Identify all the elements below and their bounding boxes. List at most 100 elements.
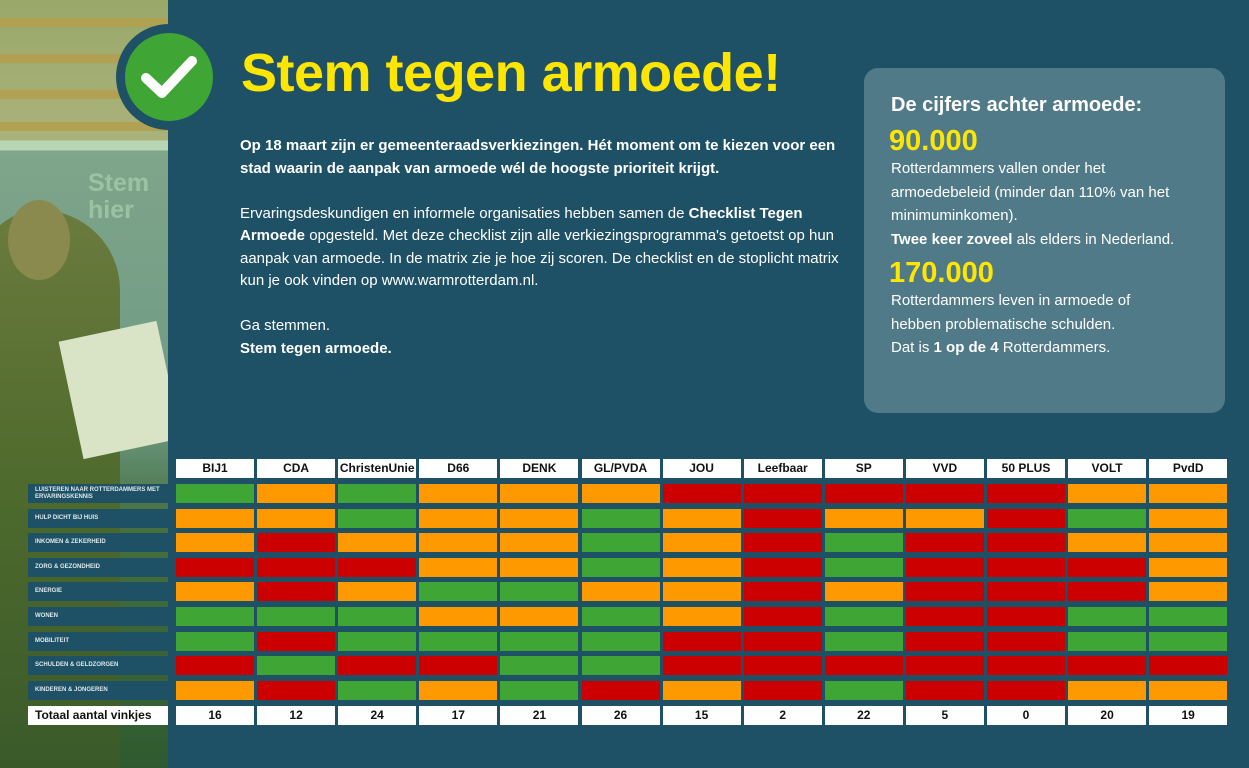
page-title: Stem tegen armoede! [241, 43, 781, 103]
score-cell [905, 680, 984, 700]
row-label: ZORG & GEZONDHEID [28, 557, 168, 577]
score-cell [338, 656, 417, 676]
intro-text: Op 18 maart zijn er gemeenteraadsverkiez… [240, 135, 855, 383]
score-cell [338, 533, 417, 553]
party-header: DENK [500, 459, 579, 478]
score-cell [824, 484, 903, 503]
score-cell [1068, 607, 1147, 626]
score-cell [905, 557, 984, 577]
party-total: 21 [500, 706, 579, 725]
party-total: 16 [176, 706, 254, 725]
score-cell [905, 607, 984, 626]
score-cell [824, 508, 903, 528]
score-cell [905, 582, 984, 602]
intro-p2-bold: Checklist Tegen Armoede [240, 204, 803, 245]
party-total: 20 [1068, 706, 1147, 725]
score-cell [257, 484, 336, 503]
score-cell [824, 631, 903, 651]
score-cell [419, 582, 498, 602]
score-cell [662, 557, 741, 577]
score-cell [987, 607, 1065, 626]
score-cell [581, 508, 660, 528]
stat-text-2-post: Rotterdammers. [998, 339, 1111, 356]
score-cell [905, 484, 984, 503]
score-cell [1149, 508, 1228, 528]
score-cell [743, 508, 822, 528]
score-cell [743, 631, 822, 651]
score-cell [1149, 557, 1228, 577]
party-total: 24 [338, 706, 417, 725]
score-cell [1149, 533, 1228, 553]
score-cell [743, 656, 822, 676]
stats-heading: De cijfers achter armoede: [891, 94, 1143, 116]
score-cell [743, 680, 822, 700]
score-cell [338, 582, 417, 602]
score-cell [743, 533, 822, 553]
stat-text-1: Rotterdammers vallen onder het armoedebe… [891, 160, 1170, 224]
score-cell [1149, 680, 1228, 700]
score-cell [743, 484, 822, 503]
score-cell [176, 533, 254, 553]
score-cell [662, 607, 741, 626]
score-cell [500, 508, 579, 528]
score-cell [662, 582, 741, 602]
score-cell [1149, 607, 1228, 626]
score-cell [338, 557, 417, 577]
intro-p3-a: Ga stemmen. [240, 317, 331, 334]
stat-number-1: 90.000 [889, 125, 978, 157]
score-cell [905, 656, 984, 676]
party-header: BIJ1 [176, 459, 254, 478]
party-total: 19 [1149, 706, 1228, 725]
score-cell [338, 484, 417, 503]
row-label: KINDEREN & JONGEREN [28, 680, 168, 700]
intro-p2-b: opgesteld. Met deze checklist zijn alle … [240, 227, 839, 289]
party-total: 2 [743, 706, 822, 725]
score-cell [176, 607, 254, 626]
score-cell [176, 582, 254, 602]
score-cell [581, 656, 660, 676]
score-cell [662, 680, 741, 700]
score-cell [662, 484, 741, 503]
checkmark-icon [116, 24, 222, 130]
score-cell [1068, 631, 1147, 651]
party-total: 12 [257, 706, 336, 725]
score-cell [662, 533, 741, 553]
party-total: 22 [824, 706, 903, 725]
score-cell [257, 508, 336, 528]
score-cell [987, 631, 1065, 651]
score-cell [987, 484, 1065, 503]
intro-p2-a: Ervaringsdeskundigen en informele organi… [240, 204, 689, 222]
score-cell [824, 582, 903, 602]
score-cell [581, 680, 660, 700]
score-cell [257, 680, 336, 700]
score-cell [824, 607, 903, 626]
row-label: LUISTEREN NAAR ROTTERDAMMERS MET ERVARIN… [28, 484, 168, 503]
score-cell [581, 631, 660, 651]
party-header: JOU [662, 459, 741, 478]
row-label: INKOMEN & ZEKERHEID [28, 533, 168, 553]
score-cell [743, 582, 822, 602]
row-label: MOBILITEIT [28, 631, 168, 651]
score-cell [419, 656, 498, 676]
score-cell [419, 607, 498, 626]
score-cell [176, 631, 254, 651]
intro-lead: Op 18 maart zijn er gemeenteraadsverkiez… [240, 137, 836, 177]
party-total: 15 [662, 706, 741, 725]
score-cell [419, 533, 498, 553]
party-total: 0 [987, 706, 1065, 725]
score-cell [581, 484, 660, 503]
score-cell [987, 533, 1065, 553]
score-cell [500, 631, 579, 651]
score-cell [500, 656, 579, 676]
score-cell [419, 631, 498, 651]
score-cell [581, 557, 660, 577]
score-cell [987, 680, 1065, 700]
score-cell [500, 557, 579, 577]
score-cell [500, 533, 579, 553]
score-cell [419, 508, 498, 528]
score-cell [987, 557, 1065, 577]
party-header: PvdD [1149, 459, 1228, 478]
score-cell [1149, 631, 1228, 651]
score-cell [987, 656, 1065, 676]
score-cell [1068, 508, 1147, 528]
